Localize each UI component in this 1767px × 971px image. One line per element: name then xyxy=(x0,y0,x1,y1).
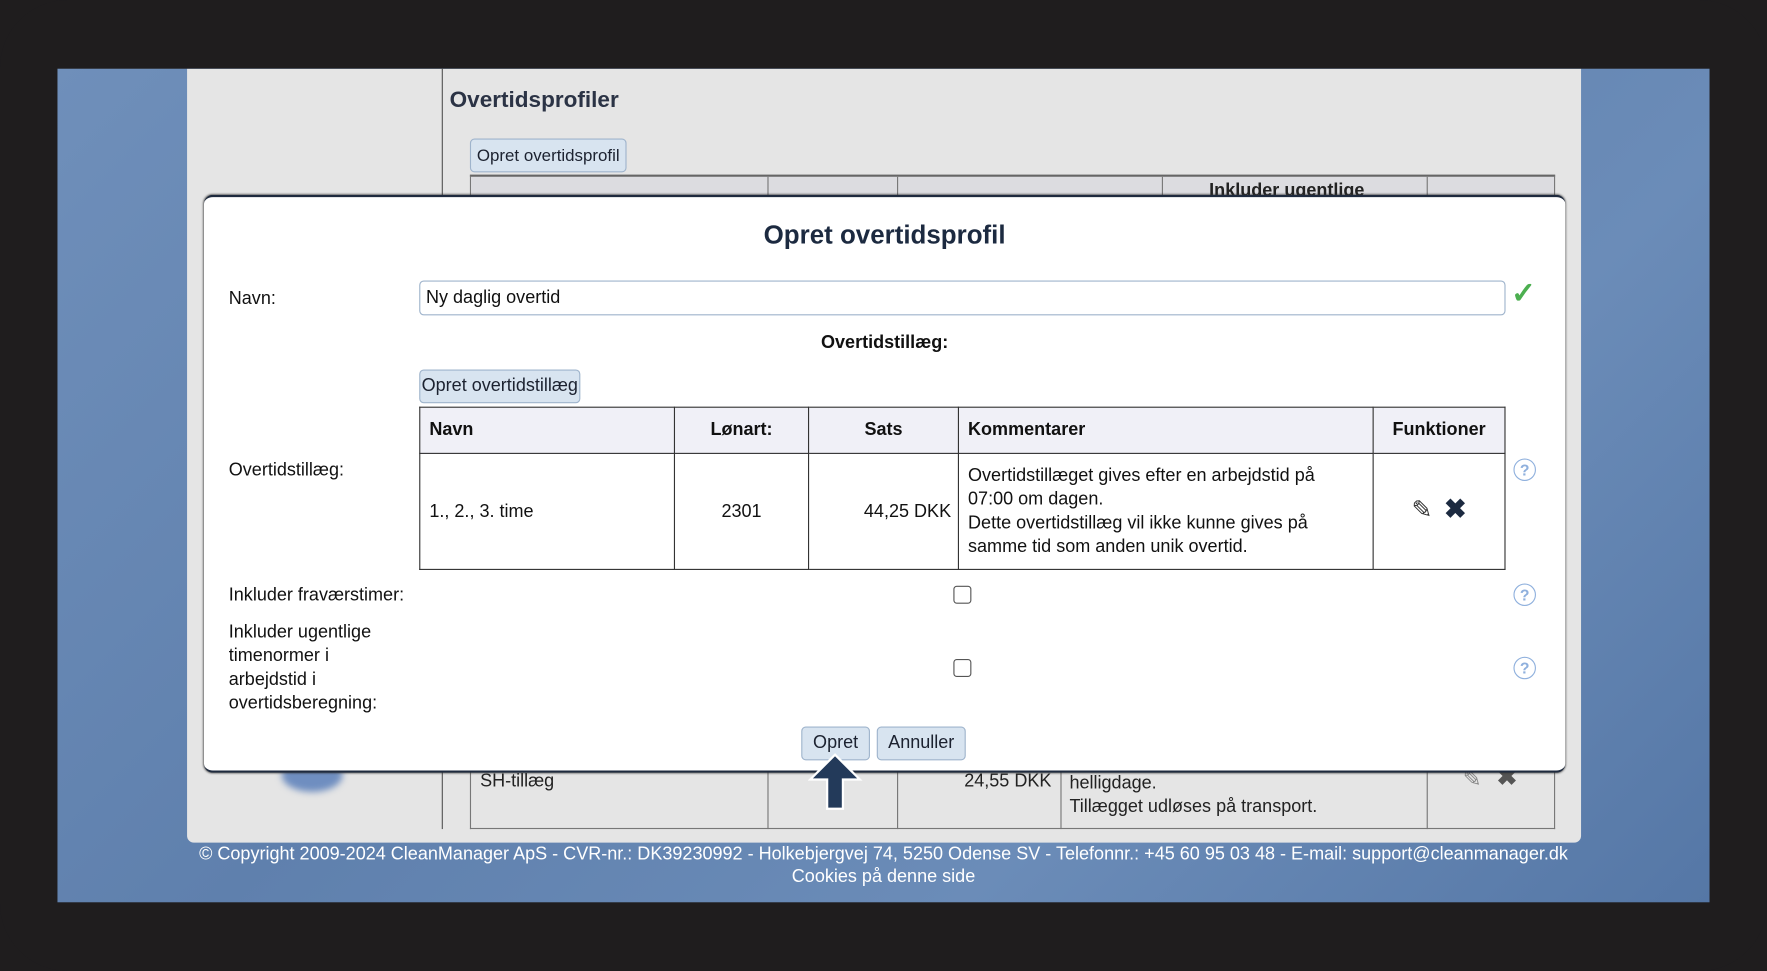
cancel-button[interactable]: Annuller xyxy=(876,726,966,761)
name-label: Navn: xyxy=(228,289,276,309)
col-navn: Navn xyxy=(419,406,676,454)
create-profile-button[interactable]: Opret overtidsprofil xyxy=(469,138,627,173)
include-weekly-checkbox[interactable] xyxy=(953,658,972,677)
table-row: 1., 2., 3. time 2301 44,25 DKK Overtidst… xyxy=(419,452,1506,570)
help-icon[interactable]: ? xyxy=(1513,583,1536,607)
col-lonart: Lønart: xyxy=(673,406,810,454)
row-edit-icon[interactable]: ✎ xyxy=(1462,767,1482,792)
supplement-label: Overtidstillæg: xyxy=(228,460,344,480)
help-icon[interactable]: ? xyxy=(1513,656,1536,680)
arrow-up-icon xyxy=(807,753,863,810)
section-title: Overtidstillæg: xyxy=(821,333,949,353)
supplement-table: Navn Lønart: Sats Kommentarer Funktioner… xyxy=(419,406,1506,570)
footer-copyright: © Copyright 2009-2024 CleanManager ApS -… xyxy=(199,844,1568,864)
col-sats: Sats xyxy=(807,406,960,454)
include-absence-checkbox[interactable] xyxy=(953,585,972,604)
include-absence-label: Inkluder fraværstimer: xyxy=(228,585,405,605)
cookies-link[interactable]: Cookies på denne side xyxy=(791,867,976,887)
edit-icon[interactable]: ✎ xyxy=(1411,495,1433,524)
create-supplement-button[interactable]: Opret overtidstillæg xyxy=(419,369,581,404)
dialog-title: Opret overtidsprofil xyxy=(763,219,1006,249)
col-funktioner: Funktioner xyxy=(1372,406,1506,454)
page-title: Overtidsprofiler xyxy=(449,87,619,113)
help-icon[interactable]: ? xyxy=(1513,458,1536,481)
row-name: SH-tillæg xyxy=(480,771,555,791)
delete-icon[interactable]: ✖ xyxy=(1444,494,1467,525)
row-comment: helligdage. Tillægget udløses på transpor… xyxy=(1069,773,1318,817)
cell-functions: ✎ ✖ xyxy=(1372,452,1506,570)
cell-comment: Overtidstillæget gives efter en arbejdst… xyxy=(957,452,1374,570)
create-profile-dialog: Opret overtidsprofil Navn: ✓ Overtidstil… xyxy=(203,194,1566,773)
valid-check-icon: ✓ xyxy=(1511,275,1536,310)
include-weekly-label: Inkluder ugentlige timenormer i arbejdsti… xyxy=(228,622,378,714)
cell-name: 1., 2., 3. time xyxy=(419,452,676,570)
cell-wage-type: 2301 xyxy=(673,452,810,570)
row-rate: 24,55 DKK xyxy=(964,771,1052,791)
name-input[interactable] xyxy=(419,280,1506,316)
cell-rate: 44,25 DKK xyxy=(807,452,960,570)
col-kommentarer: Kommentarer xyxy=(957,406,1374,454)
